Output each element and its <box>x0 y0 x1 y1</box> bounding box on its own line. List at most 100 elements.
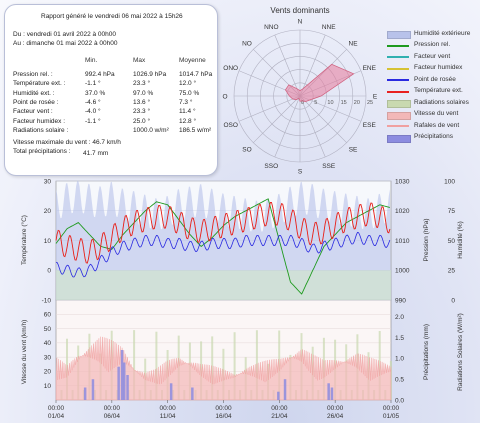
precip-bar <box>277 391 280 400</box>
report-row-max: 1000.0 w/m² <box>133 126 169 134</box>
rose-ring-label: 15 <box>341 100 347 106</box>
x-tick-time: 00:00 <box>48 405 65 412</box>
wind-tick-label: 20 <box>44 369 52 376</box>
report-row-avg: 75.0 % <box>179 89 200 97</box>
rose-spoke <box>253 95 301 143</box>
report-row-avg: 11.4 ° <box>179 108 196 116</box>
humidity-axis-title: Humidité (%) <box>457 221 464 259</box>
rose-ring-label: 25 <box>367 100 373 106</box>
x-tick-date: 11/04 <box>160 413 176 420</box>
precip-bar <box>283 379 287 400</box>
humidity-tick-label: 75 <box>448 208 456 215</box>
wind-tick-label: 10 <box>44 383 52 390</box>
rose-direction-label: ENE <box>363 65 377 72</box>
report-panel: Rapport généré le vendredi 06 mai 2022 à… <box>4 4 218 176</box>
pressure-tick-label: 1010 <box>395 238 410 245</box>
rose-direction-label: NNO <box>264 24 278 31</box>
report-row-label: Radiations solaire : <box>13 126 69 134</box>
solar-bar <box>378 331 381 400</box>
report-row-min: -4.0 ° <box>85 108 101 116</box>
report-row-max: 13.6 ° <box>133 98 151 106</box>
rose-direction-label: SSO <box>264 163 278 170</box>
report-row-label: Facteur humidex : <box>13 117 66 125</box>
report-row-avg: 186.5 w/m² <box>179 126 212 134</box>
rose-direction-label: ONO <box>223 65 238 72</box>
solar-bar <box>211 336 214 400</box>
report-row-label: Pression rel. : <box>13 71 53 78</box>
x-tick-date: 16/04 <box>215 413 232 420</box>
solar-bar <box>233 332 236 400</box>
rose-direction-label: OSO <box>223 122 237 129</box>
rose-ring-label: 0 <box>301 100 304 106</box>
precip-bar <box>117 366 120 400</box>
rose-title: Vents dominants <box>270 6 329 15</box>
report-date-from: Du : vendredi 01 avril 2022 à 00h00 <box>13 31 116 38</box>
rose-ring-label: 5 <box>314 100 317 106</box>
x-tick-time: 00:00 <box>327 405 344 412</box>
rose-spoke <box>299 34 326 97</box>
report-date-to: Au : dimanche 01 mai 2022 à 00h00 <box>13 40 118 47</box>
temp-axis-title: Température (°C) <box>20 215 28 265</box>
pressure-line <box>55 198 391 295</box>
report-row-max: 23.3 ° <box>133 108 151 116</box>
solar-bar <box>155 331 158 400</box>
rose-direction-label: NNE <box>322 24 336 31</box>
rose-direction-label: NE <box>349 40 359 47</box>
report-row-label: Température ext. : <box>13 80 66 88</box>
precip-bar <box>327 383 330 400</box>
temp-tick-label: 30 <box>44 178 52 185</box>
temperature-line <box>55 201 391 264</box>
precip-tick-label: 0.5 <box>395 376 404 383</box>
rose-ring-label: 20 <box>354 100 360 106</box>
rose-spoke <box>299 95 326 158</box>
report-row-max: 25.0 ° <box>133 117 151 125</box>
legend-label: Facteur humidex <box>414 64 463 71</box>
legend-swatch <box>387 79 409 81</box>
precip-bar <box>123 362 126 400</box>
solar-axis-title: Radiations Solaires (W/m²) <box>457 313 464 391</box>
legend-label: Pression rel. <box>414 41 451 48</box>
precip-bar <box>330 387 334 400</box>
precip-tick-label: 0.0 <box>395 397 404 404</box>
solar-bar <box>66 338 68 400</box>
wind-gust-area <box>55 336 392 401</box>
report-row-label: Point de rosée : <box>13 98 59 106</box>
legend-swatch <box>387 125 409 127</box>
x-tick-date: 01/05 <box>383 413 400 420</box>
humidity-tick-label: 0 <box>451 297 455 304</box>
pressure-tick-label: 1030 <box>395 178 410 185</box>
report-row-min: -4.6 ° <box>85 98 101 106</box>
col-max-header: Max <box>133 57 146 64</box>
x-tick-time: 00:00 <box>215 405 232 412</box>
rose-direction-label: O <box>222 94 227 101</box>
rose-direction-label: N <box>298 19 303 26</box>
legend-label: Vitesse du vent <box>414 110 459 117</box>
wind-tick-label: 40 <box>44 340 52 347</box>
rose-direction-label: S <box>298 169 303 176</box>
report-row-min: 992.4 hPa <box>85 71 115 78</box>
legend-swatch <box>387 44 409 47</box>
legend-label: Température ext. <box>414 87 463 94</box>
temp-tick-label: -10 <box>42 297 52 304</box>
dewpoint-line <box>55 231 391 278</box>
precip-bar <box>91 379 95 400</box>
precip-axis-title: Précipitations (mm) <box>423 324 430 380</box>
precip-bar <box>169 383 173 400</box>
pressure-tick-label: 1000 <box>395 268 410 275</box>
rose-polygon <box>284 63 355 102</box>
wind-tick-label: 60 <box>44 312 52 319</box>
pressure-axis-title: Pression (hPa) <box>423 219 430 262</box>
x-tick-time: 00:00 <box>104 405 121 412</box>
legend-swatch <box>387 90 409 93</box>
precip-tick-label: 2.0 <box>395 314 404 321</box>
precip-bar <box>120 350 124 400</box>
rose-direction-label: SSE <box>322 163 336 170</box>
legend-swatch <box>387 100 411 108</box>
report-row-label: Humidité ext. : <box>13 89 55 97</box>
report-row-max: 97.0 % <box>133 89 154 97</box>
legend-label: Rafales de vent <box>414 121 460 129</box>
rose-spoke <box>299 95 347 143</box>
precip-bar <box>191 387 194 400</box>
wind-tick-label: 50 <box>44 326 52 333</box>
precip-total-value: 41.7 mm <box>83 150 109 157</box>
